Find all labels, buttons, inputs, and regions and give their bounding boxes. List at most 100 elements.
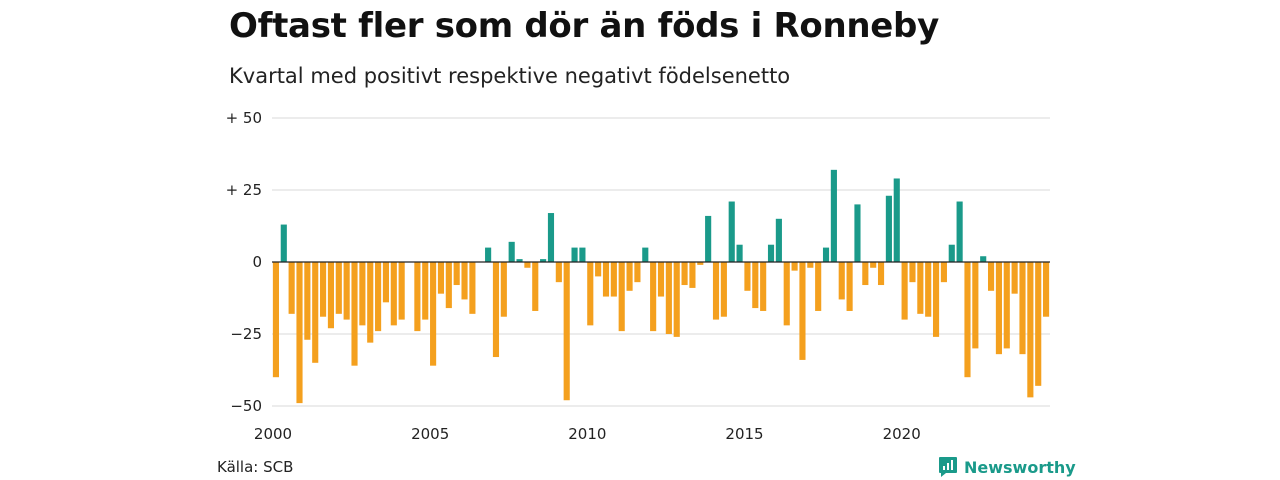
bar <box>602 262 610 297</box>
bar <box>1011 262 1018 294</box>
bar <box>752 262 759 309</box>
x-tick-label: 2010 <box>568 425 606 443</box>
bar <box>430 262 437 366</box>
source-note: Källa: SCB <box>217 458 294 476</box>
bar <box>547 213 555 262</box>
bar <box>1035 262 1042 386</box>
bar <box>870 262 877 268</box>
bar <box>359 262 366 326</box>
bar <box>579 247 586 262</box>
x-tick-label: 2020 <box>883 425 921 443</box>
bar <box>540 259 547 262</box>
bar <box>453 262 460 286</box>
bar <box>618 262 625 332</box>
brand-name: Newsworthy <box>964 457 1076 477</box>
bar <box>398 262 405 320</box>
bar <box>760 262 767 311</box>
bar <box>815 262 822 311</box>
bar <box>807 262 814 268</box>
bar <box>1019 262 1026 355</box>
y-tick-label: 0 <box>252 253 262 271</box>
bar <box>280 224 287 262</box>
bar <box>390 262 397 326</box>
bar <box>744 262 751 291</box>
bar <box>524 262 531 268</box>
x-tick-label: 2015 <box>725 425 763 443</box>
bar <box>642 247 649 262</box>
bar <box>767 244 775 262</box>
gridlines <box>272 117 1050 407</box>
bar <box>610 262 617 297</box>
bar <box>838 262 845 300</box>
bar <box>485 247 492 262</box>
bar <box>932 262 940 337</box>
bar <box>964 262 971 378</box>
bar <box>1003 262 1010 349</box>
bar <box>343 262 350 320</box>
bar <box>673 262 680 337</box>
bar <box>972 262 979 349</box>
bar <box>987 262 995 291</box>
bar <box>909 262 916 283</box>
chart-subtitle: Kvartal med positivt respektive negativt… <box>229 64 791 88</box>
bar <box>822 247 830 262</box>
bar <box>901 262 908 320</box>
bar <box>705 215 712 262</box>
y-tick-label: −25 <box>230 325 262 343</box>
bar <box>555 262 562 283</box>
bar <box>956 201 963 262</box>
bar <box>414 262 421 332</box>
bar <box>791 262 798 271</box>
bar <box>422 262 429 320</box>
newsworthy-logo-icon <box>939 457 957 477</box>
bar <box>461 262 468 300</box>
bar <box>854 204 861 262</box>
bar <box>1027 262 1034 398</box>
bar <box>563 262 570 401</box>
bar <box>689 262 696 288</box>
bars <box>272 169 1050 404</box>
bar <box>508 241 515 262</box>
bar <box>846 262 853 311</box>
bar <box>382 262 390 303</box>
bar <box>288 262 295 314</box>
bar <box>367 262 374 343</box>
bar <box>320 262 327 317</box>
bar <box>375 262 382 332</box>
bar <box>830 169 837 262</box>
y-tick-label: + 25 <box>226 181 262 199</box>
bar <box>634 262 641 283</box>
bar <box>445 262 452 309</box>
y-tick-label: −50 <box>230 397 262 415</box>
bar <box>775 218 782 262</box>
bar <box>925 262 932 317</box>
bar <box>469 262 476 314</box>
bar <box>995 262 1002 355</box>
bar <box>312 262 319 363</box>
bar <box>516 259 523 262</box>
bar <box>657 262 665 297</box>
bar <box>681 262 688 286</box>
bar <box>626 262 633 291</box>
bar <box>697 262 704 265</box>
chart-title: Oftast fler som dör än föds i Ronneby <box>229 6 939 46</box>
bar <box>885 195 892 262</box>
bar <box>327 262 335 329</box>
bar <box>893 178 900 262</box>
bar <box>571 247 578 262</box>
bar <box>736 244 743 262</box>
bar <box>917 262 924 314</box>
bar <box>587 262 594 326</box>
brand-logo[interactable]: Newsworthy <box>938 456 1076 478</box>
bar <box>296 262 303 404</box>
bar <box>862 262 869 286</box>
bar <box>940 262 947 283</box>
bar <box>492 262 500 358</box>
x-tick-label: 2000 <box>254 425 292 443</box>
bar <box>532 262 539 311</box>
bar <box>799 262 806 360</box>
bar <box>1043 262 1050 317</box>
bar <box>500 262 507 317</box>
bar <box>720 262 727 317</box>
